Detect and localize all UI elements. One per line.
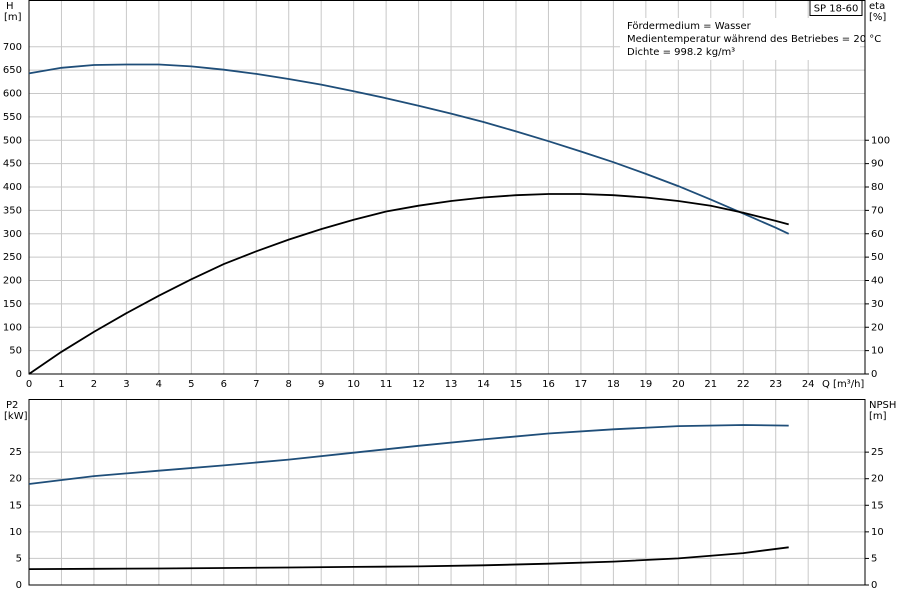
series-line bbox=[28, 63, 790, 235]
y-axis-unit: [kW] bbox=[4, 411, 28, 422]
y-tick-label: 10 bbox=[9, 527, 22, 538]
y-tick-label: 5 bbox=[16, 553, 22, 564]
y-axis-unit: [m] bbox=[4, 12, 22, 23]
y2-tick-label: 80 bbox=[871, 182, 884, 193]
x-tick-label: 5 bbox=[188, 379, 194, 390]
x-tick-label: 11 bbox=[380, 379, 393, 390]
x-tick-label: 14 bbox=[477, 379, 490, 390]
x-tick-label: 23 bbox=[769, 379, 782, 390]
y-tick-label: 20 bbox=[9, 474, 22, 485]
y2-tick-label: 90 bbox=[871, 159, 884, 170]
y2-axis-unit: [%] bbox=[869, 12, 886, 23]
x-tick-label: 1 bbox=[58, 379, 64, 390]
model-label: SP 18-60 bbox=[814, 4, 859, 15]
series-line bbox=[28, 546, 789, 570]
y-tick-label: 500 bbox=[3, 135, 22, 146]
y2-tick-label: 0 bbox=[871, 580, 877, 591]
y-tick-label: 0 bbox=[16, 580, 22, 591]
y-tick-label: 650 bbox=[3, 65, 22, 76]
x-tick-label: 7 bbox=[253, 379, 259, 390]
x-tick-label: 10 bbox=[347, 379, 360, 390]
series-line bbox=[28, 193, 789, 375]
y2-axis-unit: [m] bbox=[869, 411, 887, 422]
y2-tick-label: 0 bbox=[871, 369, 877, 380]
y-tick-label: 50 bbox=[9, 346, 22, 357]
y2-axis-label: NPSH bbox=[869, 400, 896, 411]
y-tick-label: 200 bbox=[3, 276, 22, 287]
y2-tick-label: 25 bbox=[871, 447, 884, 458]
x-tick-label: 9 bbox=[318, 379, 324, 390]
y-tick-label: 350 bbox=[3, 205, 22, 216]
x-tick-label: 20 bbox=[672, 379, 685, 390]
x-tick-label: 4 bbox=[156, 379, 162, 390]
y-tick-label: 600 bbox=[3, 89, 22, 100]
y2-tick-label: 10 bbox=[871, 527, 884, 538]
x-tick-label: 3 bbox=[123, 379, 129, 390]
annotation: Fördermedium = Wasser bbox=[627, 21, 752, 32]
y-tick-label: 400 bbox=[3, 182, 22, 193]
y2-tick-label: 40 bbox=[871, 276, 884, 287]
x-tick-label: 18 bbox=[607, 379, 620, 390]
y2-tick-label: 30 bbox=[871, 299, 884, 310]
x-tick-label: 12 bbox=[412, 379, 425, 390]
y2-tick-label: 20 bbox=[871, 474, 884, 485]
y-tick-label: 450 bbox=[3, 159, 22, 170]
x-tick-label: 22 bbox=[737, 379, 750, 390]
y2-tick-label: 5 bbox=[871, 553, 877, 564]
y-axis-label: H bbox=[6, 1, 14, 12]
series-line bbox=[28, 424, 789, 485]
x-tick-label: 6 bbox=[221, 379, 227, 390]
x-tick-label: 2 bbox=[91, 379, 97, 390]
x-tick-label: 13 bbox=[445, 379, 458, 390]
model-box bbox=[809, 0, 863, 16]
y2-tick-label: 50 bbox=[871, 252, 884, 263]
y2-tick-label: 10 bbox=[871, 346, 884, 357]
annotation: Dichte = 998.2 kg/m³ bbox=[627, 47, 735, 58]
y-tick-label: 150 bbox=[3, 299, 22, 310]
y-tick-label: 250 bbox=[3, 252, 22, 263]
y-tick-label: 25 bbox=[9, 447, 22, 458]
x-axis-label: Q [m³/h] bbox=[822, 379, 864, 390]
x-tick-label: 19 bbox=[639, 379, 652, 390]
y2-axis-label: eta bbox=[869, 1, 885, 12]
y2-tick-label: 100 bbox=[871, 135, 890, 146]
x-tick-label: 17 bbox=[575, 379, 588, 390]
y2-tick-label: 70 bbox=[871, 205, 884, 216]
x-tick-label: 0 bbox=[26, 379, 32, 390]
x-tick-label: 15 bbox=[510, 379, 523, 390]
plot-frame bbox=[28, 399, 866, 586]
x-tick-label: 24 bbox=[802, 379, 815, 390]
y-tick-label: 0 bbox=[16, 369, 22, 380]
plot-frame bbox=[28, 0, 866, 375]
x-tick-label: 16 bbox=[542, 379, 555, 390]
annotation: Medientemperatur während des Betriebes =… bbox=[627, 34, 881, 45]
annotation-box bbox=[620, 18, 860, 60]
y2-tick-label: 15 bbox=[871, 500, 884, 511]
y-tick-label: 300 bbox=[3, 229, 22, 240]
x-tick-label: 21 bbox=[704, 379, 717, 390]
plot-area bbox=[29, 399, 865, 585]
y2-tick-label: 20 bbox=[871, 322, 884, 333]
x-tick-label: 8 bbox=[286, 379, 292, 390]
y-tick-label: 700 bbox=[3, 42, 22, 53]
y-tick-label: 550 bbox=[3, 112, 22, 123]
y2-tick-label: 60 bbox=[871, 229, 884, 240]
y-tick-label: 100 bbox=[3, 322, 22, 333]
y-tick-label: 15 bbox=[9, 500, 22, 511]
y-axis-label: P2 bbox=[6, 400, 18, 411]
